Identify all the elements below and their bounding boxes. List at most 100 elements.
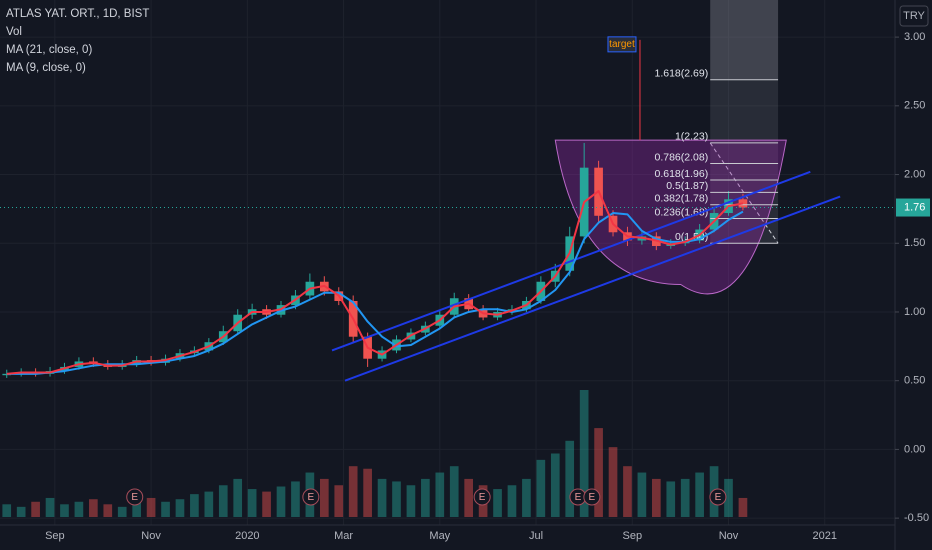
x-tick-label: Nov xyxy=(141,530,161,542)
x-tick-label: May xyxy=(429,530,450,542)
drawings xyxy=(554,0,787,295)
volume-bar xyxy=(117,506,127,517)
legend-ma9: MA (9, close, 0) xyxy=(6,62,86,74)
volume-bar xyxy=(464,478,474,517)
x-tick-label: Nov xyxy=(719,530,739,542)
volume-bar xyxy=(132,501,141,517)
axes: 3.00 2.50 2.00 1.50 1.00 0.50 0.00 -0.50 Sep Nov 2… xyxy=(45,31,930,542)
y-tick-label: 2.50 xyxy=(904,100,925,112)
volume-bar xyxy=(608,447,618,517)
volume-bar xyxy=(652,478,661,517)
volume-bar xyxy=(435,472,445,517)
volume-bar xyxy=(377,478,387,517)
fib-diagonal xyxy=(709,142,779,244)
volume-bar xyxy=(738,497,748,517)
fib-label: 0.382(1.78) xyxy=(655,193,709,205)
volume-bar xyxy=(565,440,575,517)
volume-bar xyxy=(680,478,690,517)
earnings-marker[interactable] xyxy=(126,488,144,506)
legend-ma21: MA (21, close, 0) xyxy=(6,44,92,56)
x-tick-label: 2020 xyxy=(235,530,259,542)
volume-layer xyxy=(2,390,748,517)
volume-bar xyxy=(623,466,632,517)
volume-bar xyxy=(218,485,228,517)
legend-volume: Vol xyxy=(6,26,22,38)
volume-bar xyxy=(637,472,647,517)
volume-bar xyxy=(190,494,199,517)
volume-bar xyxy=(666,481,676,517)
last-price-box xyxy=(896,198,930,217)
volume-bar xyxy=(348,466,358,517)
volume-bar xyxy=(579,390,589,517)
x-tick-label: Sep xyxy=(45,530,65,542)
y-tick-label: 0.50 xyxy=(904,375,925,387)
volume-bar xyxy=(146,497,156,517)
currency-box[interactable] xyxy=(899,5,929,27)
volume-bar xyxy=(204,491,214,517)
volume-bar xyxy=(406,485,416,517)
volume-bar xyxy=(493,489,502,517)
y-tick-label: 2.00 xyxy=(904,168,925,180)
volume-bar xyxy=(291,481,300,517)
volume-bar xyxy=(522,478,531,517)
chart-title: ATLAS YAT. ORT., 1D, BIST xyxy=(6,8,149,20)
fib-label: 0.786(2.08) xyxy=(655,151,709,163)
last-price-label: 1.76 xyxy=(904,201,925,213)
channel-line xyxy=(344,195,841,382)
volume-bar xyxy=(392,481,401,517)
volume-bar xyxy=(449,466,459,517)
y-tick-label: 0.00 xyxy=(904,443,925,455)
y-tick-label: 3.00 xyxy=(904,31,925,43)
volume-bar xyxy=(550,453,560,517)
x-tick-label: Jul xyxy=(529,530,543,542)
volume-bar xyxy=(262,491,271,517)
volume-bar xyxy=(45,497,55,517)
volume-bar xyxy=(536,459,546,517)
fib-label: 0.5(1.87) xyxy=(666,180,708,192)
earnings-label: E xyxy=(575,492,582,503)
x-tick-label: Sep xyxy=(622,530,642,542)
volume-bar xyxy=(695,472,704,517)
earnings-label: E xyxy=(589,492,596,503)
volume-bar xyxy=(507,485,517,517)
volume-bar xyxy=(247,489,257,517)
volume-bar xyxy=(60,504,69,517)
channel-line xyxy=(331,170,811,352)
candle-body xyxy=(738,199,748,208)
earnings-marker[interactable] xyxy=(473,488,491,506)
volume-bar xyxy=(594,428,603,517)
volume-bar xyxy=(276,486,286,517)
earnings-marker[interactable] xyxy=(709,488,727,506)
earnings-label: E xyxy=(308,492,315,503)
volume-bar xyxy=(363,468,372,517)
earnings-label: E xyxy=(131,492,138,503)
overlay-layer: 1.618(2.69) 1(2.23) 0.786(2.08) 0.618(1.96)… xyxy=(0,36,895,506)
volume-bar xyxy=(89,499,98,517)
volume-bar xyxy=(334,485,344,517)
volume-bar xyxy=(103,504,113,517)
volume-bar xyxy=(161,501,170,517)
target-box xyxy=(607,36,637,53)
volume-bar xyxy=(233,478,243,517)
fib-label: 1(2.23) xyxy=(675,131,708,143)
volume-bar xyxy=(2,504,12,517)
volume-bar xyxy=(31,501,40,517)
y-tick-label: 1.00 xyxy=(904,306,925,318)
volume-bar xyxy=(319,478,329,517)
earnings-marker[interactable] xyxy=(302,488,320,506)
fib-label: 0.618(1.96) xyxy=(655,168,709,180)
earnings-label: E xyxy=(715,492,722,503)
volume-bar xyxy=(74,501,84,517)
volume-bar xyxy=(724,478,733,517)
earnings-marker[interactable] xyxy=(583,488,601,506)
volume-bar xyxy=(16,506,26,517)
volume-bar xyxy=(421,478,430,517)
currency[interactable]: TRY xyxy=(903,10,925,22)
earnings-label: E xyxy=(479,492,486,503)
candle-body xyxy=(2,373,12,376)
y-tick-label: -0.50 xyxy=(904,512,929,524)
fib-area xyxy=(710,79,779,244)
fib-label: 1.618(2.69) xyxy=(655,67,709,79)
